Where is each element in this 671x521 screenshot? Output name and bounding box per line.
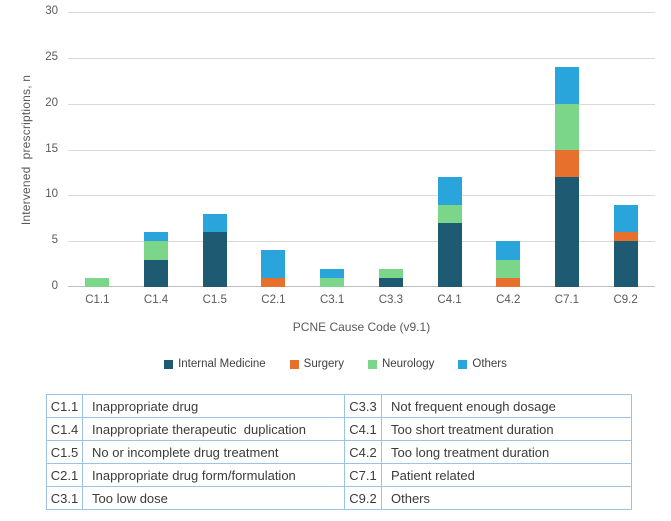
description-cell: Too long treatment duration bbox=[381, 440, 632, 464]
bar-segment bbox=[144, 241, 169, 260]
x-tick-label: C1.4 bbox=[143, 294, 169, 306]
legend-label: Internal Medicine bbox=[178, 358, 266, 370]
table-row: C1.5 No or incomplete drug treatment C4.2 T… bbox=[46, 440, 632, 464]
bar-segment bbox=[437, 222, 462, 287]
gridline bbox=[68, 12, 655, 13]
bar-segment bbox=[202, 232, 227, 287]
code-cell: C3.1 bbox=[46, 486, 83, 510]
bar-segment bbox=[554, 177, 579, 287]
cause-code-table: C1.1 Inappropriate drug C3.3 Not frequent e… bbox=[46, 394, 632, 510]
legend-item: Others bbox=[458, 358, 507, 370]
code-cell: C9.2 bbox=[344, 486, 382, 510]
description-cell: Not frequent enough dosage bbox=[381, 394, 632, 418]
description-cell: Inappropriate drug bbox=[82, 394, 345, 418]
legend-label: Others bbox=[472, 358, 507, 370]
code-cell: C1.5 bbox=[46, 440, 83, 464]
bar-segment bbox=[261, 277, 286, 287]
description-cell: Inappropriate drug form/formulation bbox=[82, 463, 345, 487]
legend-item: Internal Medicine bbox=[164, 358, 266, 370]
x-tick-label: C2.1 bbox=[261, 294, 286, 306]
x-axis-title: PCNE Cause Code (v9.1) bbox=[292, 320, 431, 334]
table-row: C2.1 Inappropriate drug form/formulation C… bbox=[46, 463, 632, 487]
bar-segment bbox=[437, 204, 462, 223]
y-tick-label: 30 bbox=[45, 5, 58, 17]
x-tick-label: C3.3 bbox=[378, 294, 403, 306]
bar-segment bbox=[613, 232, 638, 242]
code-cell: C1.4 bbox=[46, 417, 83, 441]
description-cell: Too short treatment duration bbox=[381, 417, 632, 441]
description-cell: Patient related bbox=[381, 463, 632, 487]
bar-segment bbox=[320, 268, 345, 278]
x-tick-label: C9.2 bbox=[613, 294, 638, 306]
y-tick-label: 0 bbox=[51, 280, 58, 292]
x-tick-label: C3.1 bbox=[319, 294, 345, 306]
x-tick-label: C7.1 bbox=[554, 294, 580, 306]
bar-segment bbox=[144, 259, 169, 287]
code-cell: C4.2 bbox=[344, 440, 382, 464]
bar-segment bbox=[496, 277, 521, 287]
bar-segment bbox=[144, 232, 169, 242]
bar-segment bbox=[378, 268, 403, 278]
code-cell: C2.1 bbox=[46, 463, 83, 487]
bar-segment bbox=[496, 259, 521, 278]
legend-swatch-icon bbox=[458, 359, 468, 369]
legend-swatch-icon bbox=[367, 359, 377, 369]
bar-segment bbox=[261, 250, 286, 278]
gridline bbox=[68, 241, 655, 243]
legend-swatch-icon bbox=[164, 359, 174, 369]
bar-segment bbox=[85, 277, 110, 287]
description-cell: Inappropriate therapeutic duplication bbox=[82, 417, 345, 441]
bar-segment bbox=[378, 277, 403, 287]
bar-segment bbox=[554, 103, 579, 150]
gridline bbox=[68, 103, 655, 105]
y-tick-label: 15 bbox=[45, 142, 58, 155]
description-cell: No or incomplete drug treatment bbox=[82, 440, 345, 464]
gridline bbox=[68, 195, 655, 197]
bar-segment bbox=[613, 204, 638, 232]
legend-label: Surgery bbox=[303, 358, 344, 370]
legend-swatch-icon bbox=[289, 359, 299, 369]
bar-segment bbox=[496, 241, 521, 260]
y-tick-label: 25 bbox=[45, 50, 58, 63]
code-cell: C4.1 bbox=[344, 417, 382, 441]
bar-segment bbox=[202, 213, 227, 232]
x-tick-label: C4.2 bbox=[496, 294, 521, 306]
x-tick-label: C1.5 bbox=[202, 294, 227, 306]
bar-segment bbox=[554, 67, 579, 104]
plot-area: 0 5 10 15 20 25 30 C1.1 C1.4 C1.5 C2.1 C3.1 C3.3 C4.1… bbox=[45, 5, 655, 306]
x-tick-label: C4.1 bbox=[437, 294, 462, 306]
x-axis-line bbox=[68, 286, 655, 287]
table-row: C3.1 Too low dose C9.2 Others bbox=[46, 486, 632, 510]
legend-label: Neurology bbox=[381, 358, 435, 370]
legend: Internal Medicine Surgery Neurology Others bbox=[0, 358, 671, 370]
stacked-bar-chart: Intervened prescriptions, n 0 5 10 15 20 25 30… bbox=[0, 5, 671, 370]
bar-segment bbox=[437, 177, 462, 205]
table-row: C1.4 Inappropriate therapeutic duplicatio… bbox=[46, 417, 632, 441]
bar-segment bbox=[554, 149, 579, 177]
gridline bbox=[68, 149, 655, 151]
code-cell: C7.1 bbox=[344, 463, 382, 487]
table-row: C1.1 Inappropriate drug C3.3 Not frequent e… bbox=[46, 394, 632, 418]
y-tick-label: 10 bbox=[45, 188, 58, 201]
x-tick-label: C1.1 bbox=[85, 294, 110, 306]
code-cell: C3.3 bbox=[344, 394, 382, 418]
gridline bbox=[68, 57, 655, 59]
code-cell: C1.1 bbox=[46, 394, 83, 418]
y-tick-label: 20 bbox=[45, 96, 58, 109]
bar-segment bbox=[613, 241, 638, 287]
y-tick-label: 5 bbox=[51, 234, 58, 247]
description-cell: Too low dose bbox=[82, 486, 345, 510]
legend-item: Surgery bbox=[289, 358, 344, 370]
bar-segment bbox=[320, 277, 345, 287]
description-cell: Others bbox=[381, 486, 632, 510]
legend-item: Neurology bbox=[367, 358, 435, 370]
